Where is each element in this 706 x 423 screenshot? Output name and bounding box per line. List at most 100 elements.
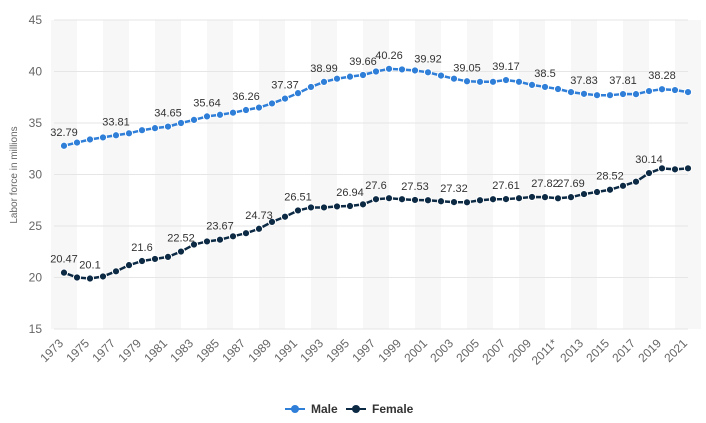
data-point-male[interactable] xyxy=(267,99,277,108)
data-point-male[interactable] xyxy=(72,138,82,147)
data-point-female[interactable] xyxy=(332,202,342,211)
data-point-female[interactable] xyxy=(293,206,303,215)
data-point-male[interactable] xyxy=(150,124,160,133)
data-point-male[interactable] xyxy=(254,103,264,112)
data-point-male[interactable] xyxy=(423,68,433,77)
data-point-female[interactable] xyxy=(254,224,264,233)
data-point-male[interactable] xyxy=(410,66,420,75)
data-point-female[interactable] xyxy=(670,165,680,174)
data-point-female[interactable] xyxy=(644,168,654,178)
data-point-male[interactable] xyxy=(566,88,576,97)
data-point-female[interactable] xyxy=(306,203,316,212)
data-point-female[interactable] xyxy=(605,185,615,194)
data-point-male[interactable] xyxy=(683,88,693,97)
data-point-female[interactable] xyxy=(228,232,238,241)
data-point-female[interactable] xyxy=(553,194,563,203)
data-point-female[interactable] xyxy=(501,195,511,204)
data-point-male[interactable] xyxy=(280,94,290,103)
data-point-female[interactable] xyxy=(150,254,160,264)
data-point-male[interactable] xyxy=(345,72,355,81)
data-point-female[interactable] xyxy=(384,194,394,203)
data-point-female[interactable] xyxy=(579,189,589,199)
data-point-female[interactable] xyxy=(202,237,212,246)
data-point-female[interactable] xyxy=(215,235,225,244)
data-point-male[interactable] xyxy=(228,108,238,117)
data-point-male[interactable] xyxy=(189,115,199,125)
legend-item-female[interactable]: Female xyxy=(346,402,414,416)
data-point-male[interactable] xyxy=(657,85,667,94)
data-point-male[interactable] xyxy=(293,89,303,98)
data-point-male[interactable] xyxy=(176,118,186,128)
data-point-male[interactable] xyxy=(319,77,329,87)
data-point-female[interactable] xyxy=(176,247,186,256)
data-point-female[interactable] xyxy=(267,217,277,226)
data-point-female[interactable] xyxy=(280,212,290,221)
data-point-male[interactable] xyxy=(202,112,212,121)
data-point-female[interactable] xyxy=(631,177,641,186)
data-point-male[interactable] xyxy=(488,77,498,86)
data-point-male[interactable] xyxy=(137,126,147,135)
data-point-female[interactable] xyxy=(514,194,524,203)
data-point-male[interactable] xyxy=(111,131,121,140)
data-point-female[interactable] xyxy=(436,197,446,206)
data-point-male[interactable] xyxy=(436,71,446,80)
data-point-female[interactable] xyxy=(371,195,381,204)
data-point-female[interactable] xyxy=(462,198,472,207)
data-point-female[interactable] xyxy=(85,274,95,283)
legend-item-male[interactable]: Male xyxy=(285,402,338,416)
data-point-male[interactable] xyxy=(527,80,537,89)
data-point-male[interactable] xyxy=(592,91,602,100)
data-point-male[interactable] xyxy=(449,74,459,83)
data-point-female[interactable] xyxy=(163,252,173,261)
data-point-male[interactable] xyxy=(462,77,472,86)
data-point-male[interactable] xyxy=(384,64,394,73)
data-point-male[interactable] xyxy=(605,91,615,100)
data-point-male[interactable] xyxy=(241,105,251,115)
data-point-male[interactable] xyxy=(85,135,95,144)
data-point-female[interactable] xyxy=(124,261,134,270)
data-point-female[interactable] xyxy=(72,273,82,282)
data-point-female[interactable] xyxy=(319,203,329,212)
data-point-male[interactable] xyxy=(163,122,173,131)
data-point-male[interactable] xyxy=(540,82,550,92)
data-point-female[interactable] xyxy=(397,195,407,204)
data-point-female[interactable] xyxy=(189,240,199,249)
data-point-male[interactable] xyxy=(124,129,134,138)
data-point-male[interactable] xyxy=(514,77,524,86)
data-point-male[interactable] xyxy=(371,67,381,76)
data-point-female[interactable] xyxy=(449,198,459,207)
data-point-male[interactable] xyxy=(215,110,225,119)
data-point-female[interactable] xyxy=(241,229,251,238)
data-point-female[interactable] xyxy=(137,256,147,266)
data-point-female[interactable] xyxy=(98,272,108,281)
data-point-male[interactable] xyxy=(306,82,316,92)
data-point-male[interactable] xyxy=(59,141,69,150)
data-point-male[interactable] xyxy=(579,89,589,98)
data-point-female[interactable] xyxy=(657,164,667,173)
data-point-male[interactable] xyxy=(332,74,342,83)
data-point-male[interactable] xyxy=(553,84,563,94)
data-point-male[interactable] xyxy=(358,70,368,80)
data-point-female[interactable] xyxy=(540,193,550,202)
data-point-female[interactable] xyxy=(410,195,420,205)
data-point-female[interactable] xyxy=(683,164,693,173)
data-point-male[interactable] xyxy=(670,85,680,95)
data-point-female[interactable] xyxy=(59,268,69,277)
data-point-female[interactable] xyxy=(111,267,121,276)
data-point-male[interactable] xyxy=(631,90,641,99)
data-point-male[interactable] xyxy=(501,75,511,85)
data-point-female[interactable] xyxy=(475,196,485,205)
data-point-female[interactable] xyxy=(345,201,355,211)
data-point-female[interactable] xyxy=(592,187,602,197)
data-point-female[interactable] xyxy=(358,200,368,209)
data-point-female[interactable] xyxy=(488,195,498,204)
data-point-male[interactable] xyxy=(475,77,485,86)
data-point-male[interactable] xyxy=(98,133,108,142)
data-point-female[interactable] xyxy=(618,181,628,190)
data-point-female[interactable] xyxy=(423,196,433,205)
data-point-female[interactable] xyxy=(566,193,576,202)
data-point-male[interactable] xyxy=(618,89,628,99)
data-point-male[interactable] xyxy=(644,86,654,96)
data-point-female[interactable] xyxy=(527,192,537,202)
data-point-male[interactable] xyxy=(397,65,407,74)
